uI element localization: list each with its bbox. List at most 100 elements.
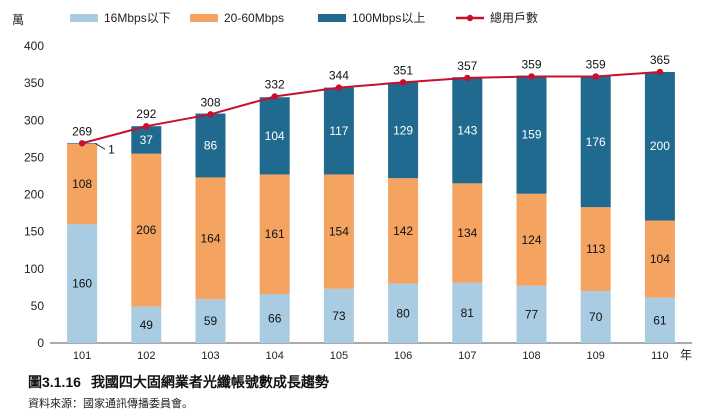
bar-segment-20-60mbps xyxy=(516,193,547,286)
bar-segment-16mbps xyxy=(259,293,290,343)
data-label: 70 xyxy=(589,310,603,324)
data-label: 134 xyxy=(457,226,477,240)
data-label: 1 xyxy=(108,142,115,156)
bar-segment-16mbps xyxy=(388,283,419,343)
y-tick-label: 150 xyxy=(24,225,44,239)
y-tick-label: 100 xyxy=(24,262,44,276)
data-label: 117 xyxy=(329,124,348,138)
legend-label: 20-60Mbps xyxy=(224,11,284,25)
bar-segment-100mbps xyxy=(388,82,419,179)
y-tick-label: 0 xyxy=(37,336,44,350)
data-label: 104 xyxy=(265,129,285,143)
y-tick-label: 250 xyxy=(24,150,44,164)
total-point xyxy=(143,122,150,130)
source-note: 資料來源：國家通訊傳播委員會。 xyxy=(28,398,193,410)
total-point xyxy=(399,79,407,86)
legend-swatch-100mbps xyxy=(318,14,346,22)
total-point xyxy=(528,73,535,80)
y-axis-unit: 萬 xyxy=(12,13,24,27)
total-point xyxy=(78,140,86,147)
bar-segment-20-60mbps xyxy=(259,174,290,294)
data-label: 161 xyxy=(265,227,285,241)
x-tick-label: 108 xyxy=(522,350,540,362)
data-label: 160 xyxy=(72,277,92,291)
data-label: 176 xyxy=(586,135,606,149)
total-label: 351 xyxy=(393,63,413,77)
bar-segment-20-60mbps xyxy=(323,174,354,289)
legend-label: 16Mbps以下 xyxy=(104,11,171,25)
legend-swatch-20-60mbps xyxy=(190,14,218,22)
legend-label: 100Mbps以上 xyxy=(352,11,425,25)
figure-title: 我國四大固網業者光纖帳號數成長趨勢 xyxy=(90,374,329,390)
x-axis-unit: 年 xyxy=(680,348,692,362)
x-tick-label: 105 xyxy=(330,350,348,362)
data-label: 154 xyxy=(329,225,349,239)
data-label: 86 xyxy=(204,138,218,152)
bar-segment-16mbps xyxy=(323,288,354,343)
total-label: 292 xyxy=(136,107,156,121)
total-point xyxy=(271,93,278,100)
bar-segment-20-60mbps xyxy=(131,153,162,307)
total-point xyxy=(464,74,471,82)
data-label: 59 xyxy=(204,314,218,328)
bar-segment-100mbps xyxy=(323,87,354,175)
data-label: 37 xyxy=(140,133,154,147)
bar-segment-100mbps xyxy=(259,97,290,175)
total-point xyxy=(207,111,214,118)
bar-segment-16mbps xyxy=(67,224,98,343)
legend-marker-total xyxy=(466,14,474,22)
data-label: 142 xyxy=(393,224,413,238)
y-tick-label: 300 xyxy=(24,113,44,127)
data-label: 159 xyxy=(521,128,541,142)
y-tick-label: 50 xyxy=(31,299,45,313)
bar-segment-20-60mbps xyxy=(195,177,226,300)
total-label: 357 xyxy=(457,59,477,73)
bar-segment-100mbps xyxy=(516,75,547,194)
bar-segment-100mbps xyxy=(195,113,226,178)
bar-segment-20-60mbps xyxy=(67,144,98,225)
x-tick-label: 104 xyxy=(266,350,284,362)
data-label: 206 xyxy=(136,223,156,237)
bar-segment-20-60mbps xyxy=(580,207,611,292)
figure-number: 圖3.1.16 xyxy=(28,374,81,390)
total-point xyxy=(656,68,664,76)
total-label: 269 xyxy=(72,124,92,138)
data-label: 81 xyxy=(461,306,475,320)
bar-segment-20-60mbps xyxy=(644,220,675,298)
bar-segment-16mbps xyxy=(195,299,226,343)
data-label: 200 xyxy=(650,139,670,153)
data-label: 73 xyxy=(332,309,346,323)
bar-segment-16mbps xyxy=(644,297,675,343)
data-label: 61 xyxy=(653,313,667,327)
data-label: 77 xyxy=(525,307,539,321)
x-tick-label: 106 xyxy=(394,350,412,362)
total-point xyxy=(592,73,599,80)
total-line xyxy=(81,70,660,145)
data-label-leader xyxy=(94,142,106,150)
bar-segment-100mbps xyxy=(131,126,162,154)
bar-segment-16mbps xyxy=(580,291,611,343)
x-tick-label: 103 xyxy=(201,350,219,362)
y-tick-label: 200 xyxy=(24,188,44,202)
bar-segment-100mbps xyxy=(644,71,675,221)
total-label: 365 xyxy=(650,53,670,67)
legend-label: 總用戶數 xyxy=(490,10,538,25)
total-label: 344 xyxy=(329,69,349,83)
x-tick-label: 109 xyxy=(587,350,605,362)
total-label: 359 xyxy=(521,57,541,71)
total-label: 308 xyxy=(200,95,220,109)
figure-caption: 圖3.1.16 我國四大固網業者光纖帳號數成長趨勢 xyxy=(28,372,329,392)
bar-segment-100mbps xyxy=(452,77,483,184)
bar-segment-100mbps xyxy=(580,76,611,208)
data-label: 143 xyxy=(457,123,477,137)
y-tick-label: 400 xyxy=(24,39,44,53)
total-point xyxy=(335,84,343,91)
data-label: 113 xyxy=(586,242,605,256)
bar-segment-16mbps xyxy=(452,282,483,343)
total-label: 332 xyxy=(265,77,285,91)
data-label: 129 xyxy=(393,123,413,137)
data-label: 80 xyxy=(396,306,410,320)
bar-segment-20-60mbps xyxy=(452,183,483,283)
data-label: 108 xyxy=(72,177,92,191)
total-label: 359 xyxy=(586,57,606,71)
